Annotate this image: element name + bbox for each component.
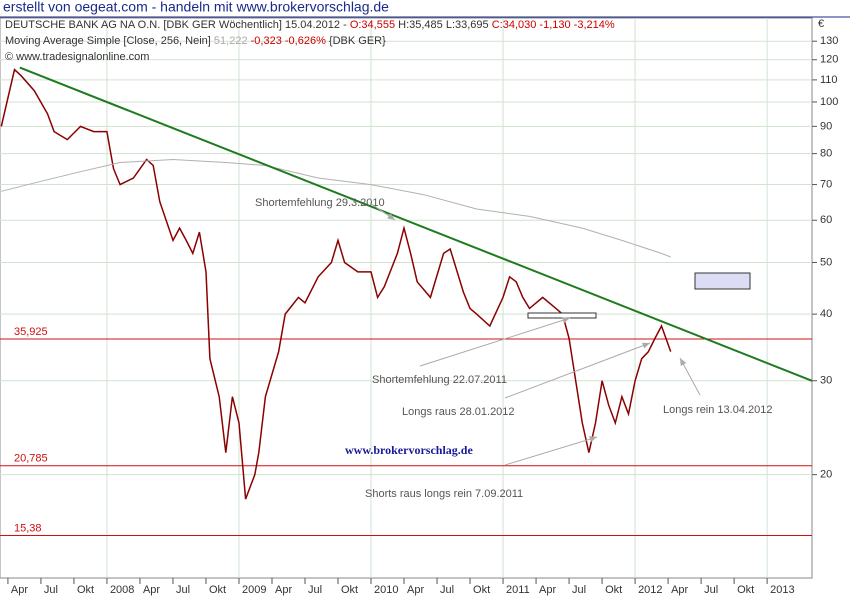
plot-frame xyxy=(0,17,813,579)
x-tick-label: Apr xyxy=(539,584,556,596)
watermark: www.brokervorschlag.de xyxy=(345,443,473,457)
header: DEUTSCHE BANK AG NA O.N. [DBK GER Wöchen… xyxy=(5,19,615,31)
line xyxy=(1,158,671,258)
annotation: Shortemfehlung 22.07.2011 xyxy=(372,374,507,386)
indicator: Moving Average Simple [Close, 256, Nein]… xyxy=(5,35,386,47)
chart-title: erstellt von oegeat.com - handeln mit ww… xyxy=(3,0,389,15)
annotation: Shortemfehlung 29.3.2010 xyxy=(255,197,385,209)
x-tick-label: 2012 xyxy=(638,584,662,596)
x-tick-label: Apr xyxy=(407,584,424,596)
x-tick-label: Okt xyxy=(473,584,490,596)
x-tick-label: Okt xyxy=(77,584,94,596)
box xyxy=(527,312,597,319)
y-tick-label: 50 xyxy=(820,256,832,268)
box xyxy=(694,272,751,290)
x-tick-label: 2011 xyxy=(506,584,530,596)
x-tick-label: Okt xyxy=(341,584,358,596)
y-tick-label: 70 xyxy=(820,178,832,190)
x-tick-label: 2009 xyxy=(242,584,266,596)
x-tick-label: Apr xyxy=(671,584,688,596)
y-tick-label: 60 xyxy=(820,214,832,226)
indicator-value: 51,222 xyxy=(214,35,248,47)
y-tick-label: 120 xyxy=(820,54,838,66)
header-close: C:34,030 -1,130 -3,214% xyxy=(492,19,615,31)
x-tick-label: Jul xyxy=(176,584,190,596)
x-tick-label: Jul xyxy=(44,584,58,596)
indicator-name: Moving Average Simple [Close, 256, Nein] xyxy=(5,35,211,47)
copyright: © www.tradesignalonline.com xyxy=(5,51,149,63)
x-tick-label: Jul xyxy=(572,584,586,596)
annotation-arrow xyxy=(504,436,598,466)
line xyxy=(19,66,813,382)
y-tick-label: 90 xyxy=(820,120,832,132)
indicator-change: -0,323 -0,626% xyxy=(251,35,326,47)
x-tick-label: Okt xyxy=(209,584,226,596)
annotation: Shorts raus longs rein 7.09.2011 xyxy=(365,488,523,500)
x-tick-label: Apr xyxy=(275,584,292,596)
arrow-head xyxy=(680,358,687,366)
x-tick-label: 2008 xyxy=(110,584,134,596)
annotation-arrow xyxy=(504,342,651,399)
plot: 20 30 40 50 60 70 80 90 100 110 120 130 Apr Jul Okt 200… xyxy=(0,18,838,596)
x-tick-label: Jul xyxy=(308,584,322,596)
x-tick-label: 2013 xyxy=(770,584,794,596)
line xyxy=(0,68,672,500)
y-tick-label: 110 xyxy=(820,74,838,86)
arrow-head xyxy=(562,317,570,324)
annotation-arrow xyxy=(419,317,571,367)
annotation: Longs raus 28.01.2012 xyxy=(402,406,515,418)
x-tick-label: Jul xyxy=(704,584,718,596)
header-high-low: H:35,485 L:33,695 xyxy=(398,19,489,31)
x-tick-label: 2010 xyxy=(374,584,398,596)
y-tick-label: 100 xyxy=(820,96,838,108)
arrow-head xyxy=(642,342,650,349)
level-label: 15,38 xyxy=(14,522,42,534)
y-tick-label: 20 xyxy=(820,469,832,481)
x-tick-label: Okt xyxy=(605,584,622,596)
level-label: 35,925 xyxy=(14,326,48,338)
x-tick-label: Jul xyxy=(440,584,454,596)
x-tick-label: Apr xyxy=(11,584,28,596)
y-tick-label: 80 xyxy=(820,148,832,160)
currency: € xyxy=(818,18,824,30)
y-tick-label: 40 xyxy=(820,308,832,320)
x-tick-label: Apr xyxy=(143,584,160,596)
arrow-head xyxy=(589,436,597,443)
header-open: O:34,555 xyxy=(350,19,395,31)
indicator-symbol: {DBK GER} xyxy=(329,35,386,47)
level-label: 20,785 xyxy=(14,453,48,465)
annotation: Longs rein 13.04.2012 xyxy=(663,404,772,416)
y-tick-label: 130 xyxy=(820,35,838,47)
x-tick-label: Okt xyxy=(737,584,754,596)
header-instrument: DEUTSCHE BANK AG NA O.N. [DBK GER Wöchen… xyxy=(5,19,347,31)
y-tick-label: 30 xyxy=(820,375,832,387)
arrow-head xyxy=(387,213,395,220)
